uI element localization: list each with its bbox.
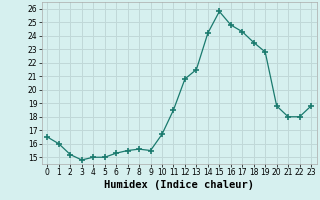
X-axis label: Humidex (Indice chaleur): Humidex (Indice chaleur) [104,180,254,190]
